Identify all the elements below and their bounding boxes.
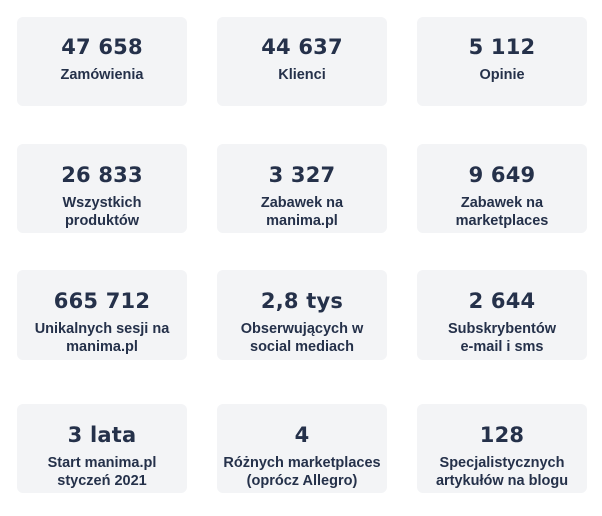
stat-card-toys-on-site: 3 327 Zabawek na manima.pl: [217, 144, 387, 233]
stat-label-line: (oprócz Allegro): [246, 473, 358, 489]
stat-label: Różnych marketplaces (oprócz Allegro): [223, 454, 380, 490]
stat-label-line: Specjalistycznych: [439, 455, 565, 471]
stat-value: 9 649: [468, 163, 536, 187]
stat-label-line: styczeń 2021: [57, 473, 147, 489]
stat-value: 2 644: [468, 289, 536, 313]
stat-value: 3 lata: [67, 423, 137, 447]
stat-label-line: Wszystkich: [62, 195, 142, 211]
stat-card-clients: 44 637 Klienci: [217, 17, 387, 106]
stat-label: Opinie: [479, 66, 524, 84]
stat-card-orders: 47 658 Zamówienia: [17, 17, 187, 106]
stat-label-line: Klienci: [278, 67, 326, 83]
stat-label-line: Unikalnych sesji na: [34, 321, 170, 337]
stat-label-line: manima.pl: [66, 339, 138, 355]
stat-label: Zabawek na marketplaces: [456, 194, 549, 230]
stat-label-line: Zabawek na: [260, 195, 344, 211]
stat-card-subscribers: 2 644 Subskrybentów e-mail i sms: [417, 270, 587, 360]
stat-label: Subskrybentów e-mail i sms: [448, 320, 556, 356]
stat-card-years-running: 3 lata Start manima.pl styczeń 2021: [17, 404, 187, 493]
stat-label: Unikalnych sesji na manima.pl: [35, 320, 170, 356]
stat-value: 44 637: [261, 35, 343, 59]
stat-label-line: Subskrybentów: [448, 321, 556, 337]
stat-label-line: Start manima.pl: [47, 455, 157, 471]
stat-value: 26 833: [61, 163, 143, 187]
stat-label-line: Zabawek na: [460, 195, 544, 211]
stat-value: 5 112: [468, 35, 536, 59]
stat-value: 128: [479, 423, 525, 447]
stat-label-line: Obserwujących w: [240, 321, 364, 337]
stat-label-line: Opinie: [479, 67, 525, 83]
stat-label-line: e-mail i sms: [460, 339, 544, 355]
stat-card-all-products: 26 833 Wszystkich produktów: [17, 144, 187, 233]
stat-value: 47 658: [61, 35, 143, 59]
stat-card-marketplaces-count: 4 Różnych marketplaces (oprócz Allegro): [217, 404, 387, 493]
stat-label: Zamówienia: [61, 66, 144, 84]
stat-card-blog-articles: 128 Specjalistycznych artykułów na blogu: [417, 404, 587, 493]
stat-value: 3 327: [268, 163, 336, 187]
stat-label-line: Różnych marketplaces: [223, 455, 381, 471]
stat-label: Specjalistycznych artykułów na blogu: [436, 454, 568, 490]
stat-label: Zabawek na manima.pl: [261, 194, 343, 230]
stat-label: Wszystkich produktów: [63, 194, 142, 230]
stat-label-line: manima.pl: [266, 213, 338, 229]
stat-card-toys-on-marketplaces: 9 649 Zabawek na marketplaces: [417, 144, 587, 233]
stat-label-line: marketplaces: [455, 213, 549, 229]
stat-label-line: social mediach: [250, 339, 354, 355]
stat-card-unique-sessions: 665 712 Unikalnych sesji na manima.pl: [17, 270, 187, 360]
stat-label: Obserwujących w social mediach: [241, 320, 364, 356]
stat-label: Start manima.pl styczeń 2021: [48, 454, 157, 490]
stat-label: Klienci: [278, 66, 326, 84]
stat-value: 2,8 tys: [260, 289, 344, 313]
stat-value: 4: [294, 423, 310, 447]
stat-card-reviews: 5 112 Opinie: [417, 17, 587, 106]
stat-card-social-followers: 2,8 tys Obserwujących w social mediach: [217, 270, 387, 360]
stat-label-line: produktów: [64, 213, 140, 229]
stat-label-line: Zamówienia: [60, 67, 144, 83]
stat-label-line: artykułów na blogu: [435, 473, 569, 489]
stat-value: 665 712: [53, 289, 151, 313]
